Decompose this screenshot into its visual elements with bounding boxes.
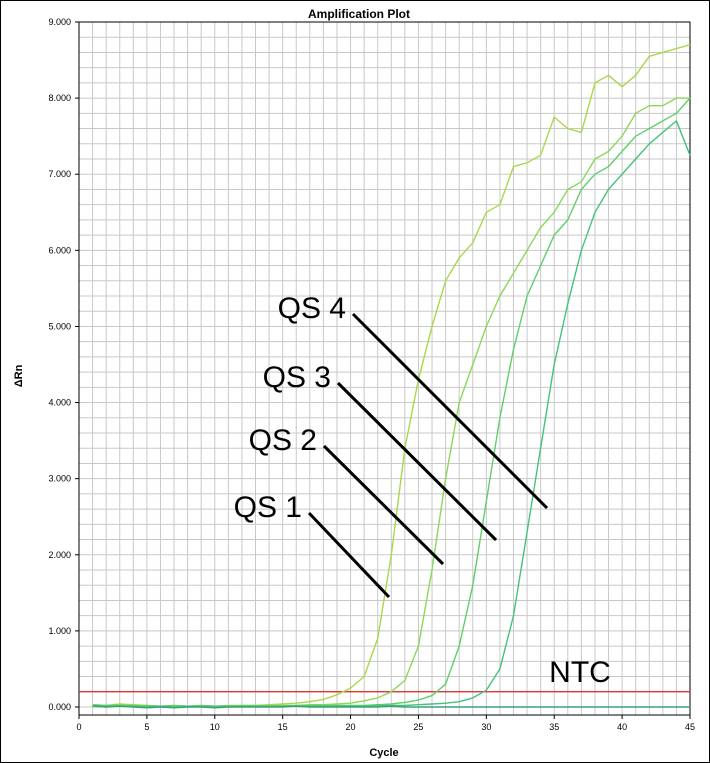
x-tick-label: 20 [346,722,356,732]
annotation-label-qs-2: QS 2 [249,424,317,457]
annotation-leader-qs-4 [351,312,549,510]
series-layer [92,44,691,709]
x-tick-label: 15 [278,722,288,732]
x-tick-label: 40 [617,722,627,732]
x-tick-label: 5 [144,722,149,732]
annotation-leader-qs-3 [336,381,498,542]
y-tick-label: 5.000 [48,321,71,331]
grid [79,21,690,715]
y-tick-label: 3.000 [48,474,71,484]
y-tick-label: 6.000 [48,245,71,255]
annotation-label-qs-4: QS 4 [278,292,346,325]
y-tick-label: 7.000 [48,169,71,179]
annotation-label-qs-3: QS 3 [263,361,331,394]
annotation-label-ntc: NTC [549,656,611,689]
y-tick-label: 0.000 [48,702,71,712]
tick-layer: 0 5 10 15 20 25 30 35 40 45 0.000 1.000 2.000 3.000 4.… [48,17,695,732]
annotation-leader-qs-1 [307,511,391,599]
x-axis-label: Cycle [369,747,398,759]
y-tick-label: 2.000 [48,550,71,560]
annotation-label-qs-1: QS 1 [234,491,302,524]
chart-title: Amplification Plot [308,7,410,21]
x-tick-label: 45 [685,722,695,732]
y-axis-label: ΔRn [13,364,25,387]
plot-area-border [78,21,691,716]
x-tick-label: 35 [549,722,559,732]
y-tick-label: 8.000 [48,93,71,103]
series-line-qs-4 [92,120,691,707]
y-tick-label: 4.000 [48,398,71,408]
x-tick-label: 25 [413,722,423,732]
annotation-layer: QS 4 QS 3 QS 2 QS 1 NTC [234,292,611,689]
annotation-leader-qs-2 [322,444,445,566]
x-tick-label: 30 [481,722,491,732]
y-tick-label: 9.000 [48,17,71,27]
x-tick-label: 0 [76,722,81,732]
y-tick-label: 1.000 [48,626,71,636]
x-tick-label: 10 [210,722,220,732]
series-line-ntc [92,705,690,709]
